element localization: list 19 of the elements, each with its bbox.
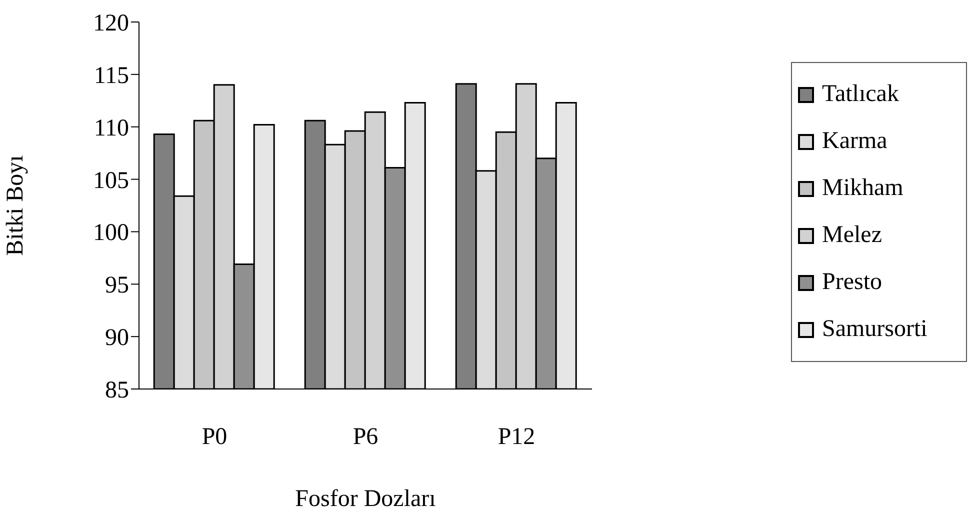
y-tick-label: 90 [105, 325, 129, 352]
y-tick-label: 95 [105, 272, 129, 299]
y-tick-label: 85 [105, 378, 129, 404]
y-tick-label: 110 [94, 115, 129, 142]
legend-label: Melez [822, 221, 882, 250]
x-tick-label: P12 [498, 424, 536, 450]
y-axis-title: Bitki Boyı [2, 154, 29, 256]
y-tick-label: 105 [93, 168, 129, 194]
legend-label: Samursorti [822, 315, 928, 344]
legend-label: Presto [822, 268, 882, 297]
y-tick-label: 100 [93, 220, 129, 246]
legend-label: Mikham [822, 174, 904, 203]
x-axis-title: Fosfor Dozları [295, 486, 436, 512]
x-tick-label: P0 [202, 424, 228, 450]
x-tick-label: P6 [352, 424, 378, 450]
legend-label: Karma [822, 127, 888, 156]
y-tick-label: 120 [93, 10, 129, 37]
y-tick-label: 115 [94, 62, 129, 89]
legend-label: Tatlıcak [822, 80, 899, 109]
